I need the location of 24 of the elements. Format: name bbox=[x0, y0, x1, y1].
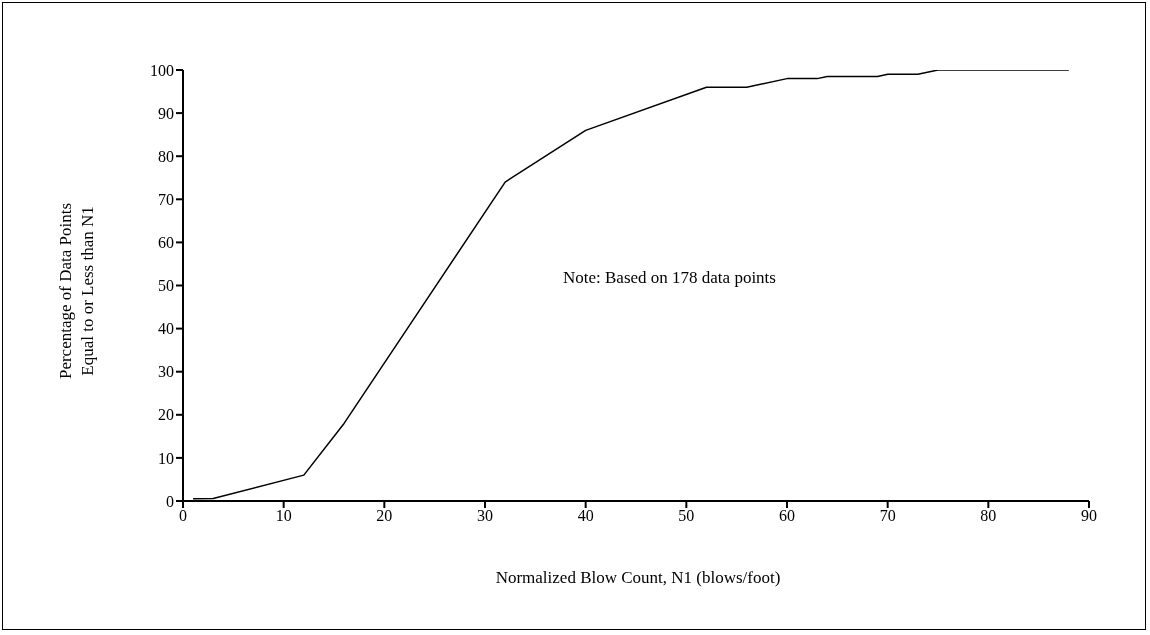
x-tick-label: 90 bbox=[1081, 507, 1097, 525]
y-axis-title: Percentage of Data Points Equal to or Less than N1 bbox=[55, 201, 98, 382]
y-tick-label: 60 bbox=[158, 234, 174, 252]
annotation: Note: Based on 178 data points bbox=[563, 268, 776, 288]
x-tick-label: 80 bbox=[980, 507, 997, 525]
x-axis-title: Normalized Blow Count, N1 (blows/foot) bbox=[494, 568, 782, 588]
x-tick-label: 40 bbox=[577, 507, 594, 525]
y-tick-label: 40 bbox=[158, 320, 174, 338]
x-tick-label: 20 bbox=[376, 507, 393, 525]
y-tick-label: 100 bbox=[150, 61, 174, 79]
y-tick-label: 30 bbox=[158, 363, 174, 381]
y-tick-label: 90 bbox=[158, 104, 174, 122]
y-tick-label: 10 bbox=[158, 449, 174, 467]
y-tick-label: 70 bbox=[158, 190, 174, 208]
x-tick-label: 0 bbox=[179, 507, 187, 525]
y-tick-label: 0 bbox=[166, 492, 174, 510]
y-tick-label: 50 bbox=[158, 277, 174, 295]
x-tick-label: 60 bbox=[779, 507, 795, 525]
x-tick-label: 50 bbox=[678, 507, 695, 525]
x-tick-label: 70 bbox=[879, 507, 896, 525]
y-tick-label: 80 bbox=[158, 147, 174, 165]
y-tick-label: 20 bbox=[158, 406, 174, 424]
x-tick-label: 10 bbox=[275, 507, 292, 525]
x-tick-label: 30 bbox=[477, 507, 493, 525]
